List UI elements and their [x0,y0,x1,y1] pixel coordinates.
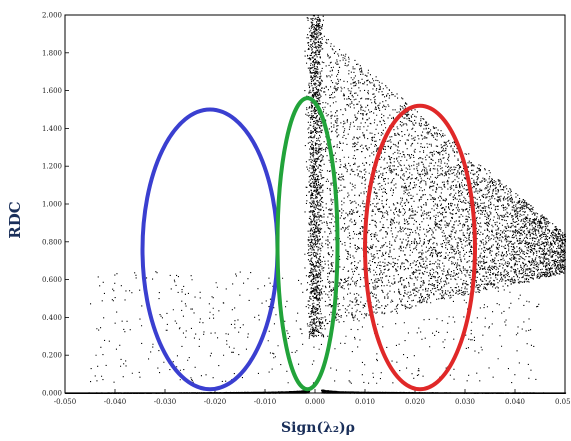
x-tick-label: 0.030 [455,398,475,406]
y-tick-label: 1.200 [42,163,62,171]
x-tick-label: -0.050 [54,398,76,406]
x-axis-title: Sign(λ₂)ρ [281,420,355,436]
region-annotations [140,96,477,392]
x-tick-label: 0.000 [305,398,325,406]
y-tick-label: 0.800 [42,238,62,246]
x-tick-label: 0.040 [505,398,525,406]
y-tick-label: 1.400 [42,125,62,133]
y-tick-label: 0.000 [42,390,62,398]
annotation-ellipse-1 [140,107,280,392]
y-tick-label: 0.200 [42,352,62,360]
annotation-ellipse-3 [363,103,477,392]
x-tick-label: 0.020 [405,398,425,406]
y-axis-title: RDC [6,201,24,238]
x-tick-label: -0.020 [204,398,226,406]
y-tick-label: 1.000 [42,201,62,209]
axes: -0.050 -0.040 -0.030 -0.020 -0.010 0.000 0.010… [42,12,571,407]
x-tick-label: -0.040 [104,398,126,406]
x-tick-label: 0.010 [355,398,375,406]
scatter-point-cloud [65,15,567,394]
x-tick-label: -0.010 [254,398,276,406]
annotation-ellipse-2 [275,96,340,392]
scatter-points [65,15,567,394]
y-tick-label: 1.600 [42,87,62,95]
x-tick-label: 0.050 [555,398,571,406]
y-tick-label: 1.800 [42,49,62,57]
y-tick-label: 0.400 [42,314,62,322]
y-tick-label: 2.000 [42,12,62,20]
y-tick-label: 0.600 [42,276,62,284]
x-tick-label: -0.030 [154,398,176,406]
